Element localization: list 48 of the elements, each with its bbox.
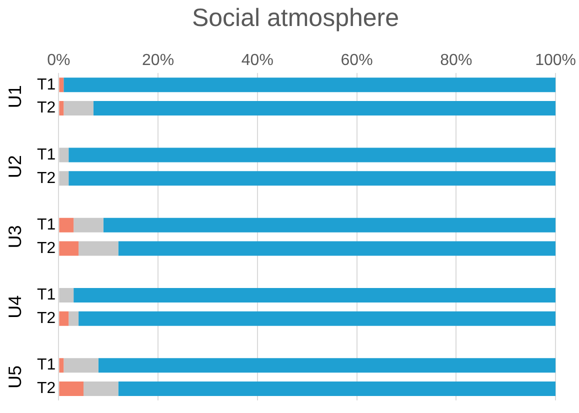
y-tick-label: T2 — [37, 100, 56, 117]
bar — [64, 358, 98, 373]
x-tick-label: 0% — [47, 52, 70, 70]
y-tick-label: T2 — [37, 170, 56, 187]
text: U2 — [4, 155, 25, 178]
bar — [59, 171, 69, 186]
chart-title: Social atmosphere — [192, 4, 400, 32]
x-tick-label: 80% — [440, 52, 472, 70]
bar — [59, 148, 69, 162]
bar — [64, 101, 94, 116]
bar — [84, 381, 118, 396]
bar — [59, 101, 64, 116]
bar — [59, 381, 84, 396]
bar — [118, 241, 556, 256]
bar — [59, 358, 64, 373]
y-tick-label: T1 — [37, 216, 56, 234]
bar — [78, 241, 118, 256]
bar — [59, 218, 74, 232]
bar — [59, 241, 79, 256]
x-tick-label: 100% — [535, 52, 576, 70]
bar — [59, 288, 74, 302]
y-tick-label: T2 — [37, 240, 56, 257]
y-tick-label: T2 — [37, 380, 56, 398]
text: U4 — [4, 295, 25, 318]
x-tick-label: 40% — [241, 52, 274, 70]
text: U1 — [4, 85, 25, 108]
bar — [103, 218, 556, 232]
x-tick-label: 60% — [340, 52, 373, 70]
y-tick-label: T2 — [37, 310, 56, 328]
bar — [98, 358, 556, 373]
bar — [93, 101, 556, 116]
bar — [74, 288, 556, 302]
bar — [68, 311, 79, 326]
y-tick-label: T1 — [37, 146, 56, 164]
x-tick-label: 20% — [142, 52, 174, 70]
y-tick-label: T1 — [37, 286, 56, 304]
text: U5 — [4, 366, 25, 389]
bar — [64, 78, 556, 92]
bar — [68, 148, 556, 162]
y-tick-label: T1 — [37, 76, 56, 94]
y-tick-label: T1 — [37, 356, 56, 374]
bar — [74, 218, 104, 232]
bar — [68, 171, 556, 186]
bar — [118, 381, 556, 396]
text: U3 — [4, 225, 25, 248]
bar — [59, 78, 64, 92]
bar — [78, 311, 556, 326]
bar — [59, 311, 69, 326]
